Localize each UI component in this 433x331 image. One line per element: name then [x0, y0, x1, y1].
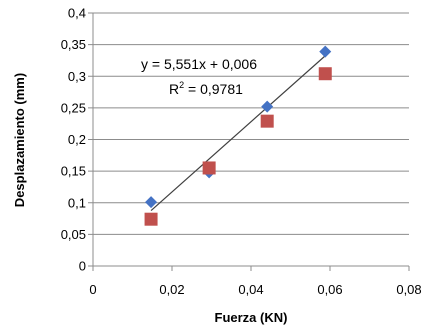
y-tick-label: 0,05	[61, 227, 86, 242]
y-tick-label: 0,35	[61, 37, 86, 52]
data-point-diamond	[145, 196, 158, 209]
data-point-square	[144, 212, 158, 226]
axes	[88, 12, 410, 271]
data-points	[144, 45, 332, 226]
x-tick-label: 0,02	[159, 282, 184, 297]
trendline	[150, 55, 326, 212]
x-tick-label: 0	[89, 282, 96, 297]
trendline-group	[150, 55, 326, 212]
x-tick-label: 0,08	[396, 282, 421, 297]
y-tick-label: 0,2	[68, 132, 86, 147]
data-point-diamond	[261, 100, 274, 113]
y-tick-labels: 0 0,05 0,1 0,15 0,2 0,25 0,3 0,35 0,4	[61, 6, 86, 274]
x-tick-label: 0,04	[238, 282, 263, 297]
r-squared-label: R2 = 0,9781	[169, 80, 243, 97]
y-tick-label: 0	[79, 259, 86, 274]
y-tick-label: 0,1	[68, 195, 86, 210]
data-point-diamond	[319, 45, 332, 58]
y-tick-label: 0,15	[61, 164, 86, 179]
y-tick-label: 0,25	[61, 100, 86, 115]
x-tick-labels: 0 0,02 0,04 0,06 0,08	[89, 282, 421, 297]
x-tick-label: 0,06	[317, 282, 342, 297]
data-point-square	[260, 114, 274, 128]
y-tick-label: 0,3	[68, 69, 86, 84]
y-axis-title: Desplazamiento (mm)	[12, 73, 27, 207]
equation-label: y = 5,551x + 0,006	[141, 56, 257, 72]
gridlines	[93, 12, 409, 235]
data-point-square	[318, 67, 332, 81]
data-point-square	[202, 161, 216, 175]
y-tick-label: 0,4	[68, 6, 86, 21]
x-axis-title: Fuerza (KN)	[215, 310, 288, 325]
